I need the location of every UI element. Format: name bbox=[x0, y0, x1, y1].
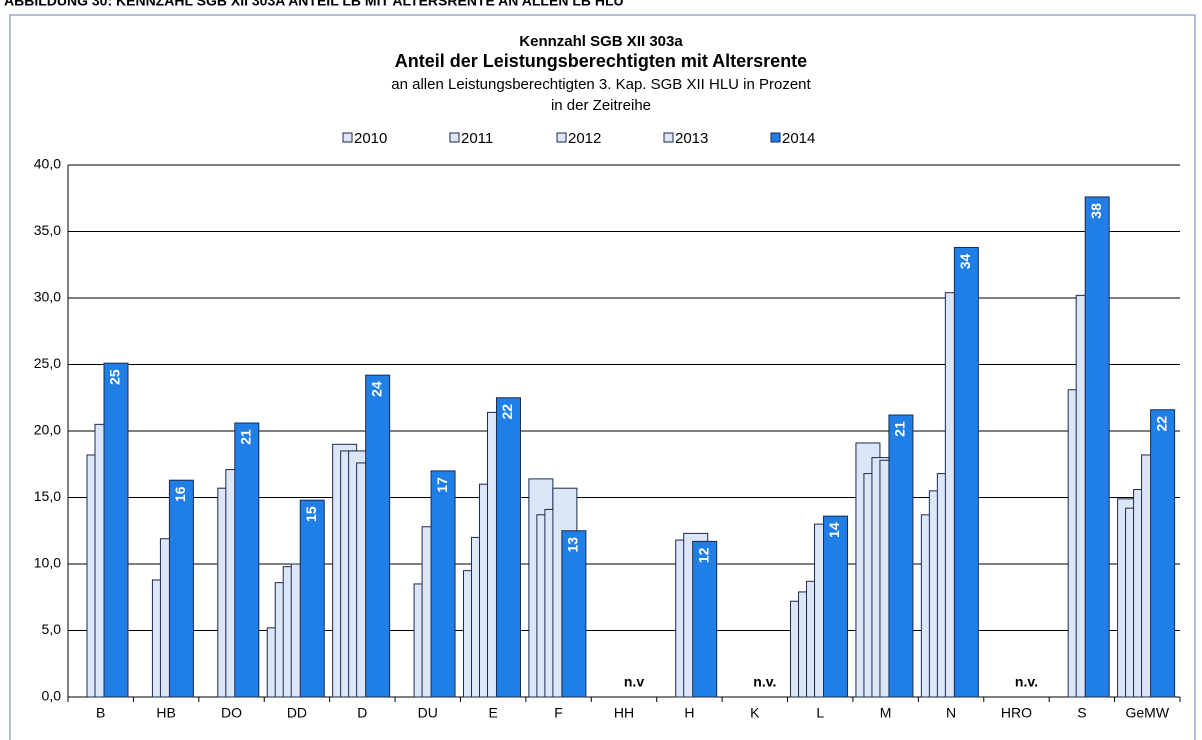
bar bbox=[495, 397, 521, 698]
data-label: 22 bbox=[1153, 416, 1169, 432]
data-label: 14 bbox=[826, 522, 842, 538]
data-label: 15 bbox=[303, 506, 319, 522]
data-label: 22 bbox=[499, 404, 515, 420]
x-tick-label: HRO bbox=[1001, 705, 1032, 721]
y-tick-label: 0,0 bbox=[42, 688, 62, 704]
data-label: 12 bbox=[695, 547, 711, 563]
legend-swatch bbox=[770, 132, 781, 143]
bar bbox=[430, 470, 456, 698]
x-tick-label: HH bbox=[614, 705, 634, 721]
y-tick-label: 25,0 bbox=[34, 355, 61, 371]
legend-label: 2012 bbox=[568, 130, 601, 147]
chart-subtitle: Anteil der Leistungsberechtigten mit Alt… bbox=[395, 51, 807, 71]
bar bbox=[953, 246, 979, 698]
y-tick-label: 15,0 bbox=[34, 488, 61, 504]
legend-swatch bbox=[342, 132, 353, 143]
y-tick-label: 5,0 bbox=[42, 621, 62, 637]
legend-swatch bbox=[556, 132, 567, 143]
bar bbox=[888, 414, 914, 698]
x-tick-label: DU bbox=[418, 705, 438, 721]
y-tick-label: 20,0 bbox=[34, 422, 61, 438]
data-label: 21 bbox=[892, 421, 908, 437]
bar bbox=[692, 540, 718, 698]
data-label: n.v bbox=[624, 674, 644, 690]
legend-label: 2013 bbox=[675, 130, 708, 147]
bar bbox=[823, 515, 849, 698]
x-tick-label: B bbox=[96, 705, 105, 721]
data-label: 25 bbox=[107, 369, 123, 385]
chart-title: Kennzahl SGB XII 303a bbox=[519, 33, 683, 50]
bar bbox=[365, 374, 391, 698]
legend-label: 2010 bbox=[354, 130, 387, 147]
x-tick-label: E bbox=[489, 705, 498, 721]
bar bbox=[103, 362, 129, 698]
y-tick-label: 35,0 bbox=[34, 222, 61, 238]
bar bbox=[561, 530, 587, 698]
x-tick-label: F bbox=[554, 705, 563, 721]
data-label: n.v. bbox=[753, 674, 776, 690]
x-tick-label: DO bbox=[221, 705, 242, 721]
x-tick-label: S bbox=[1077, 705, 1086, 721]
x-tick-label: GeMW bbox=[1126, 705, 1170, 721]
x-tick-label: M bbox=[880, 705, 892, 721]
data-label: 24 bbox=[368, 381, 384, 397]
legend-label: 2011 bbox=[461, 130, 493, 147]
y-tick-label: 30,0 bbox=[34, 289, 61, 305]
x-tick-label: L bbox=[816, 705, 824, 721]
x-tick-label: N bbox=[946, 705, 956, 721]
x-tick-label: DD bbox=[287, 705, 307, 721]
chart-frame bbox=[9, 14, 1196, 740]
legend-swatch bbox=[663, 132, 674, 143]
data-label: 17 bbox=[434, 477, 450, 493]
legend-label: 2014 bbox=[782, 130, 815, 147]
bar bbox=[299, 499, 325, 698]
legend-swatch bbox=[449, 132, 460, 143]
chart-subtitle: in der Zeitreihe bbox=[551, 97, 651, 114]
caption: ABBILDUNG 30: KENNZAHL SGB XII 303A ANTE… bbox=[4, 0, 624, 9]
data-label: n.v. bbox=[1015, 674, 1038, 690]
x-tick-label: D bbox=[357, 705, 367, 721]
bar bbox=[1150, 409, 1176, 698]
data-label: 38 bbox=[1088, 203, 1104, 219]
data-label: 16 bbox=[172, 486, 188, 502]
chart-subtitle: an allen Leistungsberechtigten 3. Kap. S… bbox=[391, 76, 811, 93]
bar bbox=[234, 422, 260, 698]
bar bbox=[168, 479, 194, 698]
data-label: 21 bbox=[238, 429, 254, 445]
y-tick-label: 40,0 bbox=[34, 156, 61, 172]
x-tick-label: HB bbox=[156, 705, 175, 721]
data-label: 13 bbox=[565, 537, 581, 553]
x-tick-label: H bbox=[684, 705, 694, 721]
x-tick-label: K bbox=[750, 705, 760, 721]
data-label: 34 bbox=[957, 253, 973, 269]
y-tick-label: 10,0 bbox=[34, 555, 61, 571]
bar bbox=[1084, 196, 1110, 698]
